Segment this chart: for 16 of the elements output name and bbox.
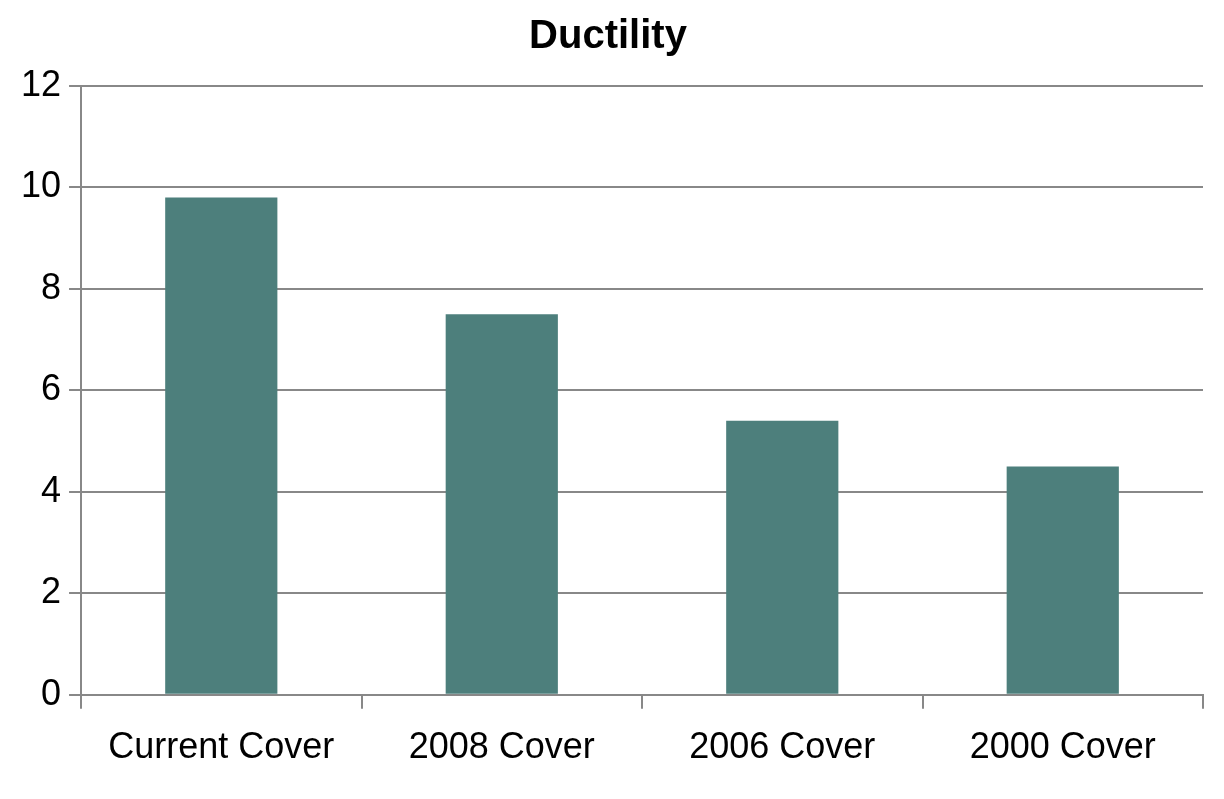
y-tick-label: 10 — [21, 164, 62, 206]
y-tick-label: 2 — [41, 570, 62, 612]
y-tick-label: 6 — [41, 367, 62, 409]
y-tick-label: 8 — [41, 265, 62, 307]
bar — [1006, 466, 1119, 694]
y-tick-label: 12 — [21, 62, 62, 104]
y-tick-label: 0 — [41, 671, 62, 713]
bar — [445, 314, 558, 694]
y-tick-label: 4 — [41, 468, 62, 510]
x-tick-label: 2006 Cover — [689, 725, 876, 767]
chart-title: Ductility — [529, 12, 688, 57]
bar — [726, 420, 839, 694]
x-tick-label: 2000 Cover — [969, 725, 1156, 767]
x-tick-label: Current Cover — [108, 725, 335, 767]
x-tick-label: 2008 Cover — [408, 725, 595, 767]
bar — [165, 197, 278, 694]
